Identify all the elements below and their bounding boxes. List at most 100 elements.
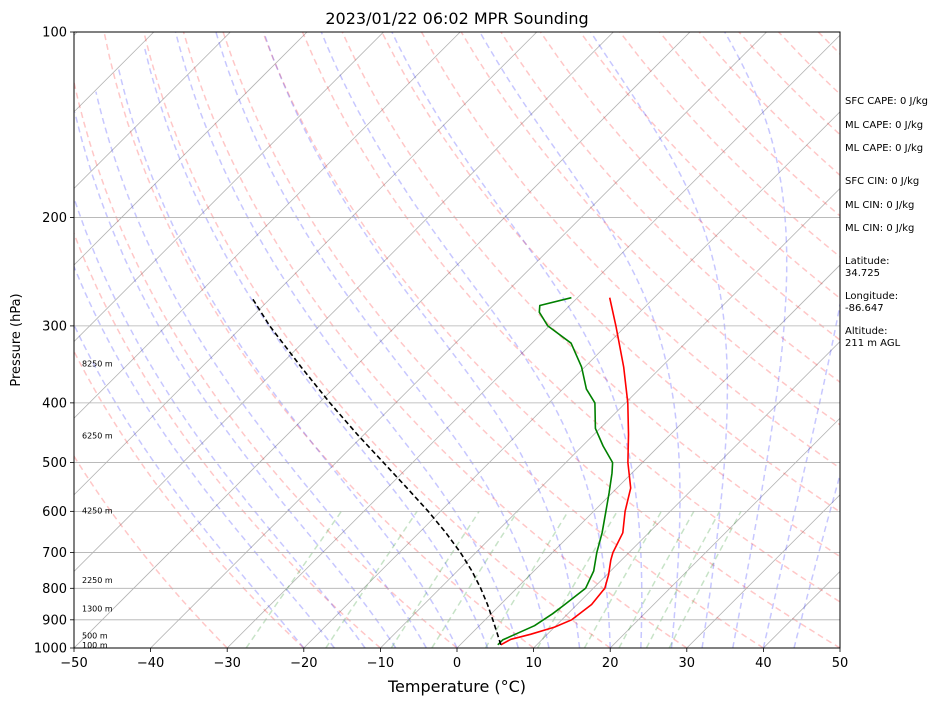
moist-adiabat-line — [95, 91, 428, 648]
moist-adiabat-line — [262, 32, 581, 648]
stat-sfc-cape: SFC CAPE: 0 J/kg — [845, 96, 928, 107]
y-tick-label: 400 — [42, 396, 67, 411]
x-tick-label: −40 — [137, 656, 164, 671]
height-label: 2250 m — [82, 576, 113, 585]
moist-adiabat-line — [74, 112, 397, 648]
isotherm-line — [380, 187, 840, 648]
y-axis-title: Pressure (hPa) — [9, 293, 24, 386]
mixing-ratio-line — [645, 510, 721, 648]
dry-adiabat-line — [222, 32, 764, 648]
height-label: 8250 m — [82, 359, 113, 368]
isotherm-line — [74, 32, 691, 648]
isotherm-line — [0, 32, 1, 648]
chart-title: 2023/01/22 06:02 MPR Sounding — [325, 9, 588, 28]
moist-adiabat-line — [590, 32, 729, 648]
mixing-ratio-line — [583, 510, 663, 648]
y-tick-label: 200 — [42, 211, 67, 226]
dry-adiabat-line — [103, 32, 535, 648]
x-axis-ticks: −50 −40 −30 −20 −10 0 10 20 30 40 50 — [60, 648, 848, 671]
dry-adiabat-line — [74, 79, 458, 648]
x-tick-label: −30 — [213, 656, 240, 671]
isotherm-line — [226, 34, 840, 648]
x-tick-label: 30 — [679, 656, 696, 671]
pressure-gridlines — [74, 31, 840, 649]
x-tick-label: −50 — [60, 656, 87, 671]
reference-lines — [0, 32, 840, 648]
isotherm-line — [150, 32, 767, 648]
x-axis-title: Temperature (°C) — [387, 677, 526, 696]
isotherm-line — [456, 264, 840, 648]
isotherm-line — [74, 32, 461, 419]
dewpoint-profile — [497, 296, 614, 646]
dry-adiabat-line — [262, 32, 840, 648]
mixing-ratio-line — [668, 510, 742, 648]
latitude-label: Latitude: — [845, 256, 890, 267]
dry-adiabat-line — [74, 231, 381, 648]
mixing-ratio-line — [390, 510, 480, 648]
plot-frame — [73, 31, 841, 649]
height-label: 1300 m — [82, 605, 113, 614]
mixing-ratio-line — [431, 510, 519, 648]
moist-adiabat-line — [793, 472, 840, 648]
moist-adiabat-line — [143, 44, 489, 648]
moist-adiabat-line — [391, 32, 643, 648]
isotherm-line — [74, 32, 614, 572]
moist-adiabat-line — [479, 32, 681, 648]
longitude-value: -86.647 — [845, 303, 884, 314]
mixing-ratio-line — [245, 510, 343, 648]
x-tick-label: 50 — [832, 656, 849, 671]
isotherm-line — [609, 417, 840, 648]
x-tick-label: 20 — [602, 656, 619, 671]
temperature-profile — [500, 297, 632, 646]
stat-ml-cape-2: ML CAPE: 0 J/kg — [845, 143, 923, 154]
stat-sfc-cin: SFC CIN: 0 J/kg — [845, 176, 919, 187]
moist-adiabat-line — [215, 32, 550, 648]
x-tick-label: 10 — [525, 656, 542, 671]
dry-adiabat-line — [74, 454, 228, 648]
moist-adiabat-line — [74, 195, 366, 648]
dry-adiabat-line — [143, 32, 611, 648]
mixing-ratio-line — [618, 510, 695, 648]
latitude-value: 34.725 — [845, 268, 880, 279]
y-axis-ticks: 100 200 300 400 500 600 700 800 900 1000 — [34, 26, 74, 657]
stat-ml-cin: ML CIN: 0 J/kg — [845, 200, 914, 211]
height-label: 500 m — [82, 631, 108, 640]
isotherm-line — [74, 32, 231, 189]
moist-adiabat-line — [762, 300, 840, 648]
x-tick-label: −10 — [367, 656, 394, 671]
longitude-label: Longitude: — [845, 291, 898, 302]
moist-adiabat-line — [74, 323, 305, 648]
altitude-label: Altitude: — [845, 326, 887, 337]
y-tick-label: 600 — [42, 505, 67, 520]
x-tick-label: 40 — [755, 656, 772, 671]
height-label: 6250 m — [82, 432, 113, 441]
y-tick-label: 100 — [42, 26, 67, 41]
isotherm-line — [74, 32, 538, 496]
location-panel: Latitude: 34.725 Longitude: -86.647 Alti… — [845, 256, 901, 349]
isotherm-line — [74, 32, 384, 343]
height-label: 100 m — [82, 641, 108, 650]
stat-ml-cape: ML CAPE: 0 J/kg — [845, 120, 923, 131]
y-tick-label: 800 — [42, 582, 67, 597]
height-label: 4250 m — [82, 506, 113, 515]
y-tick-label: 700 — [42, 546, 67, 561]
stats-panel: SFC CAPE: 0 J/kg ML CAPE: 0 J/kg ML CAPE… — [845, 96, 928, 234]
moist-adiabat-line — [74, 264, 335, 648]
stat-ml-cin-2: ML CIN: 0 J/kg — [845, 223, 914, 234]
altitude-value: 211 m AGL — [845, 338, 901, 349]
y-tick-label: 300 — [42, 319, 67, 334]
isotherm-line — [686, 494, 840, 648]
moist-adiabat-line — [117, 69, 458, 648]
isotherm-line — [303, 111, 840, 648]
dry-adiabat-line — [182, 32, 688, 648]
y-tick-label: 900 — [42, 613, 67, 628]
dry-adiabat-line — [579, 32, 840, 300]
isotherm-line — [74, 32, 308, 266]
moist-adiabat-line — [174, 32, 520, 648]
parcel-profile — [251, 297, 502, 646]
x-tick-label: 0 — [453, 656, 461, 671]
mixing-ratio-line — [484, 510, 569, 648]
y-tick-label: 500 — [42, 456, 67, 471]
